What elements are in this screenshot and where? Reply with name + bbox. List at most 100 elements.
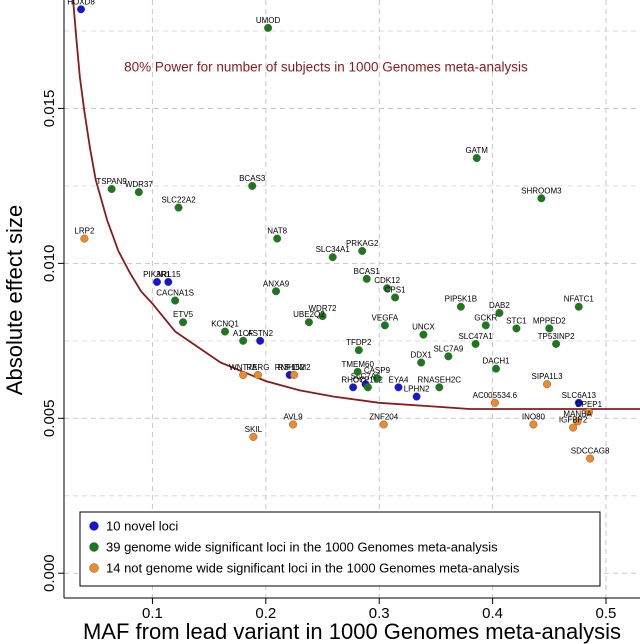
legend: 10 novel loci 39 genome wide significant … [79,511,601,587]
x-tick-label-4: 0.5 [596,605,617,622]
power-curve-line [72,0,640,410]
legend-label-1: 39 genome wide significant loci in the 1… [106,540,498,555]
point-slc7a9 [444,352,453,361]
point-label: CPS1 [385,285,406,294]
point-uncx [419,330,428,339]
point-label: MPPED2 [533,316,566,325]
point-label: WDR72 [309,304,338,313]
legend-label-2: 14 not genome wide significant loci in t… [106,561,520,576]
legend-marker-2 [89,563,99,573]
point-avl9 [289,420,298,429]
point-anxa9 [272,287,281,296]
point-rnaseh2c [435,383,444,392]
point-rerg [253,370,262,379]
point-sipa1l3 [543,380,552,389]
x-tick-label-3: 0.4 [482,605,503,622]
point-manba [573,417,582,426]
legend-label-0: 10 novel loci [106,519,178,534]
point-slc34a1 [328,253,337,262]
point-tspan9 [107,185,116,194]
point-shroom3 [537,194,546,203]
point-etv5 [179,318,188,327]
point-label: CDK12 [374,276,400,285]
point-label: RNF152 [275,363,305,372]
point-label: GATM [465,146,488,155]
point-slc47a1 [471,339,480,348]
grid-lines [64,0,640,598]
point-label: SLC7A9 [433,344,463,353]
y-axis-title: Absolute effect size [2,205,27,395]
point-label: TP53INP2 [538,332,575,341]
point-label: NFATC1 [564,295,595,304]
point-label: ETV5 [173,310,194,319]
point-label: MANBA [563,409,592,418]
point-label: ARL15 [156,270,181,279]
point-label: INO80 [522,412,546,421]
point-ino80 [529,420,538,429]
point-slc22a2 [174,203,183,212]
point-cacna1s [171,296,180,305]
point-stc1 [512,324,521,333]
point-pik3r1 [152,277,161,286]
point-label: PIK3R1 [143,270,171,279]
point-label: ASTN2 [247,329,273,338]
point-mpped2 [545,324,554,333]
point-gckr [481,321,490,330]
y-tick-label-2: 0.010 [41,245,58,283]
point-label: UNCX [412,323,435,332]
legend-marker-1 [89,542,99,552]
point-label: BCAS1 [354,267,381,276]
point-label: R3HDM2 [278,363,311,372]
point-nat8 [273,234,282,243]
point-label: NAT8 [267,227,287,236]
point-dab2 [495,308,504,317]
point-label: LRP2 [74,227,95,236]
point-bcas1 [362,274,371,283]
y-tick-label-1: 0.005 [41,400,58,438]
point-label: SLC6A13 [562,391,597,400]
point-lphn2 [412,392,421,401]
point-label: PIP5K1B [445,295,477,304]
point-label: KCNQ1 [211,320,239,329]
point-label: RHOC [341,375,365,384]
point-prkag2 [358,246,367,255]
point-eya4 [394,383,403,392]
point-dpep1 [584,408,593,417]
point-label: ANXA9 [263,279,290,288]
point-wdr37 [134,188,143,197]
point-cyp1l2 [363,383,372,392]
point-arl15 [164,277,173,286]
point-label: DDX1 [410,351,432,360]
point-label: DPEP1 [576,400,603,409]
point-label: HOXD8 [67,0,95,6]
point-rhoc [349,383,358,392]
point-label: STC1 [506,316,527,325]
point-casp9 [372,374,381,383]
point-kcnq1 [221,327,230,336]
point-label: VEGFA [372,313,399,322]
point-label: EYA4 [389,375,409,384]
legend-marker-0 [89,521,99,531]
x-tick-label-1: 0.2 [255,605,276,622]
point-label: WNT7A [229,363,258,372]
point-label: RNASEH2C [418,375,462,384]
point-label: CACNA1S [156,289,194,298]
point-gatm [472,154,481,163]
point-label: AVL9 [284,412,304,421]
power-curve [72,0,640,410]
point-label: CASP9 [364,366,391,375]
point-sdccag8 [586,454,595,463]
point-znf204 [379,420,388,429]
axes: 0.000 0.005 0.010 0.015 0.1 0.2 0.3 0.4 0.5 [41,0,640,622]
y-tick-label-0: 0.000 [41,554,58,592]
x-tick-label-2: 0.3 [369,605,390,622]
legend-box [79,511,601,587]
point-label: TFDP2 [346,338,372,347]
point-label: LPHN2 [404,385,430,394]
point-label: SIPA1L3 [532,372,564,381]
point-skil [249,432,258,441]
point-label: SLC7A6 [351,372,381,381]
point-label: TMEM60 [341,360,374,369]
